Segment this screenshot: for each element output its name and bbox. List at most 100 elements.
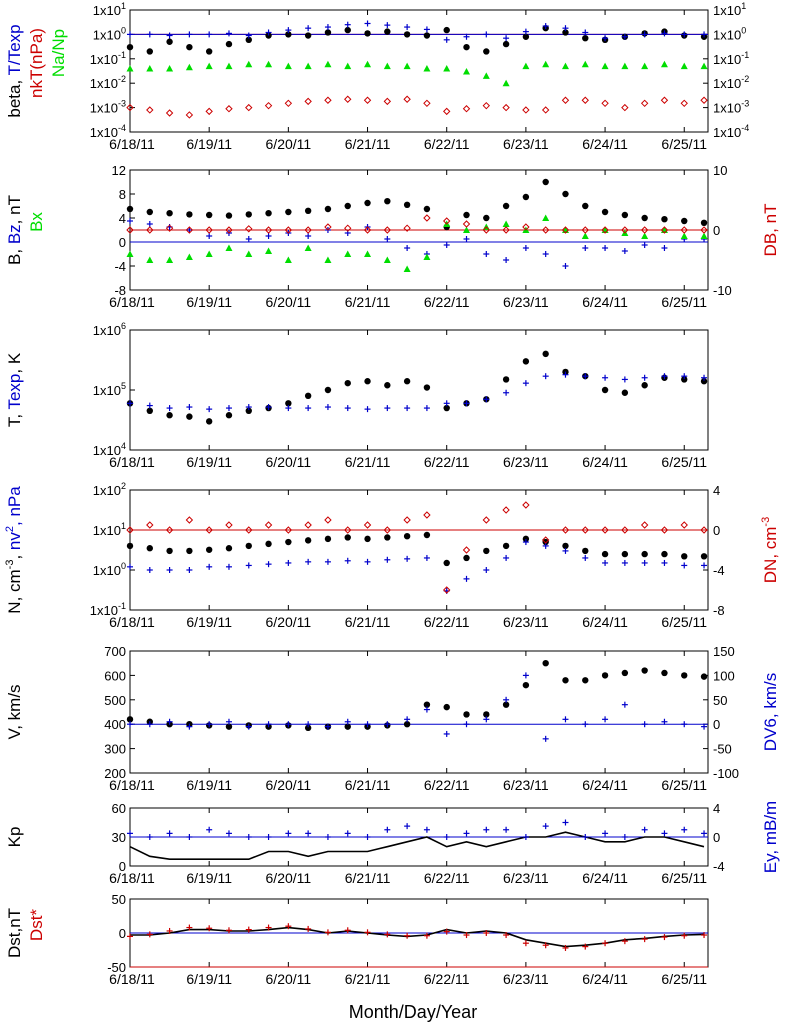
data-point xyxy=(681,373,688,380)
x-tick-label: 6/22/11 xyxy=(424,136,470,152)
panel-p3: 6/18/11 6/19/11 6/20/11 6/21/11 6/22/11 6/23/… xyxy=(5,321,709,470)
x-tick-label: 6/18/11 xyxy=(109,136,155,152)
data-point xyxy=(423,26,430,33)
data-point xyxy=(127,218,133,224)
x-tick-label: 6/18/11 xyxy=(109,971,155,987)
data-point xyxy=(127,830,133,837)
data-point xyxy=(264,226,273,234)
data-point xyxy=(601,386,609,394)
data-point xyxy=(561,226,570,234)
x-tick-label: 6/25/11 xyxy=(661,614,707,630)
data-point xyxy=(364,20,371,27)
data-point xyxy=(602,245,609,251)
y-tick-label-right: -100 xyxy=(713,766,739,781)
data-point xyxy=(443,65,451,72)
x-tick-label: 6/21/11 xyxy=(345,136,391,152)
data-point xyxy=(205,211,213,219)
data-point xyxy=(206,406,213,413)
data-point xyxy=(205,226,213,234)
data-point xyxy=(185,226,194,234)
data-point xyxy=(582,29,589,36)
data-point xyxy=(285,405,292,412)
data-point xyxy=(700,553,708,560)
x-tick-label: 6/19/11 xyxy=(186,777,232,793)
data-point xyxy=(146,65,154,72)
data-point xyxy=(225,30,232,37)
data-point xyxy=(384,382,391,389)
x-tick-label: 6/24/11 xyxy=(582,294,628,310)
data-point xyxy=(206,925,213,932)
data-point xyxy=(146,721,153,728)
data-point xyxy=(502,202,510,210)
data-point xyxy=(165,109,174,117)
data-point xyxy=(522,535,530,543)
data-point xyxy=(562,716,569,723)
data-point xyxy=(146,256,154,263)
data-point xyxy=(641,559,648,566)
data-point xyxy=(561,526,570,534)
data-point xyxy=(681,672,688,679)
data-point xyxy=(166,210,173,217)
data-point xyxy=(423,65,431,72)
data-point xyxy=(423,205,431,213)
data-point xyxy=(443,730,450,737)
data-point xyxy=(700,219,708,226)
data-point xyxy=(245,542,252,550)
data-point xyxy=(463,932,470,939)
data-point xyxy=(146,521,154,529)
data-point xyxy=(701,374,708,381)
data-point xyxy=(660,60,668,68)
data-point xyxy=(146,106,154,114)
data-point xyxy=(582,943,589,950)
data-point xyxy=(641,31,648,38)
data-point xyxy=(661,373,668,380)
y-tick-label-right: 0 xyxy=(713,223,720,238)
data-point xyxy=(206,563,213,570)
data-point xyxy=(542,251,549,257)
data-point xyxy=(225,412,233,419)
data-point xyxy=(245,404,252,411)
data-point xyxy=(641,232,649,239)
data-point xyxy=(265,60,273,68)
data-point xyxy=(541,536,550,544)
data-point xyxy=(681,826,688,833)
data-point xyxy=(681,932,688,939)
data-point xyxy=(502,376,510,383)
x-tick-label: 6/21/11 xyxy=(345,614,391,630)
data-point xyxy=(186,31,193,38)
x-tick-label: 6/22/11 xyxy=(424,870,470,886)
data-point xyxy=(285,31,292,38)
y-tick-label-left: -8 xyxy=(114,283,126,298)
data-point xyxy=(700,226,708,234)
y-tick-label-right: 1x10-1 xyxy=(713,50,749,67)
data-point xyxy=(166,256,174,263)
data-point xyxy=(384,721,391,728)
x-axis-label: Month/Day/Year xyxy=(349,1002,477,1022)
y-tick-label-right: 0 xyxy=(713,830,720,845)
series-Kp xyxy=(129,831,705,861)
y-tick-label-right: -10 xyxy=(713,283,732,298)
series-beta xyxy=(126,24,708,55)
data-point xyxy=(542,942,549,949)
x-tick-label: 6/23/11 xyxy=(503,971,549,987)
data-point xyxy=(383,62,391,70)
data-point xyxy=(522,672,529,679)
data-point xyxy=(285,830,292,837)
data-point xyxy=(245,32,252,39)
x-tick-label: 6/20/11 xyxy=(266,294,312,310)
data-point xyxy=(522,28,529,35)
data-point xyxy=(225,563,232,570)
x-tick-label: 6/24/11 xyxy=(582,614,628,630)
data-point xyxy=(364,199,371,207)
x-tick-label: 6/23/11 xyxy=(503,454,549,470)
y-axis-label-left-2: Dst* xyxy=(27,909,46,942)
data-point xyxy=(245,562,252,569)
data-point xyxy=(146,834,153,840)
data-point xyxy=(383,226,392,234)
data-point xyxy=(463,43,470,51)
plot-frame xyxy=(129,9,709,133)
data-point xyxy=(503,932,510,939)
data-point xyxy=(681,376,688,383)
data-point xyxy=(443,834,450,840)
data-point xyxy=(541,226,550,234)
